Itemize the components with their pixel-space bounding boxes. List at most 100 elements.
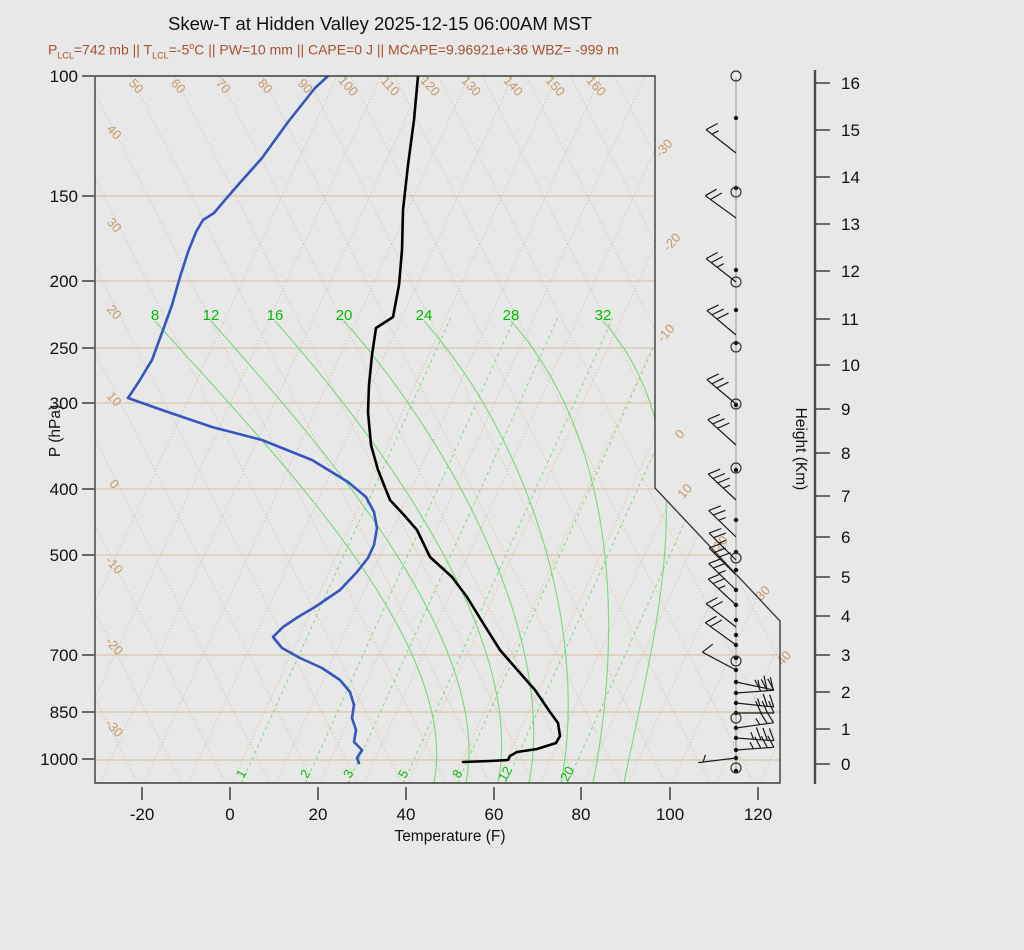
isotherm-label: 160 bbox=[584, 73, 610, 99]
subtitle-segment: P bbox=[48, 41, 58, 58]
isotherm-label: 20 bbox=[104, 302, 125, 323]
mixing-ratio-line bbox=[347, 317, 559, 783]
wind-level-circle bbox=[730, 70, 742, 82]
mixing-ratio-line bbox=[504, 317, 716, 783]
chart-subtitle: PLCL=742 mb || TLCL=-5oC || PW=10 mm || … bbox=[48, 41, 619, 60]
dry-adiabat-line bbox=[187, 76, 514, 783]
wind-level-circle bbox=[730, 186, 742, 198]
isotherm-line bbox=[95, 76, 183, 783]
mixing-ratio-label: 3 bbox=[340, 767, 357, 781]
wind-level-dot bbox=[733, 115, 739, 121]
temperature-tick-label: 40 bbox=[397, 805, 416, 824]
dry-adiabat-line bbox=[99, 76, 426, 783]
isotherm-label: 130 bbox=[459, 73, 485, 99]
isotherm-line bbox=[306, 76, 667, 783]
isotherm-label: 100 bbox=[336, 73, 362, 99]
dry-adiabat-line bbox=[583, 76, 780, 783]
wind-barb bbox=[708, 527, 737, 561]
isotherm-line bbox=[95, 76, 403, 783]
isotherm-line bbox=[95, 76, 359, 783]
wind-barb bbox=[735, 675, 774, 691]
isotherm-label: 120 bbox=[418, 73, 444, 99]
height-tick-label: 16 bbox=[841, 74, 860, 93]
background-grid bbox=[0, 76, 780, 783]
mixing-ratio-label: 20 bbox=[557, 764, 577, 784]
moist-adiabat-line bbox=[510, 320, 610, 783]
moist-adiabat-line bbox=[423, 320, 569, 783]
wind-level-dot bbox=[733, 307, 739, 313]
chart-title: Skew-T at Hidden Valley 2025-12-15 06:00… bbox=[167, 13, 592, 34]
pressure-tick-label: 850 bbox=[50, 703, 78, 722]
pressure-tick-label: 1000 bbox=[40, 750, 78, 769]
wind-barb bbox=[705, 596, 737, 628]
height-tick-label: 13 bbox=[841, 215, 860, 234]
isotherm-line bbox=[95, 76, 139, 783]
wind-barb bbox=[704, 188, 737, 219]
isotherm-line bbox=[394, 76, 755, 783]
pressure-tick-label: 500 bbox=[50, 546, 78, 565]
isotherm-label: 50 bbox=[126, 76, 147, 97]
dry-adiabat-label: -10 bbox=[654, 321, 678, 345]
height-tick-label: 9 bbox=[841, 400, 850, 419]
dry-adiabat-label: -20 bbox=[660, 230, 684, 254]
mixing-ratio-line bbox=[240, 317, 452, 783]
pressure-tick-label: 700 bbox=[50, 646, 78, 665]
moist-adiabat-line bbox=[210, 320, 470, 783]
sounding-curves bbox=[126, 76, 562, 765]
wind-level-circle bbox=[730, 552, 742, 564]
pressure-tick-label: 300 bbox=[50, 394, 78, 413]
wind-level-circle bbox=[730, 398, 742, 410]
subtitle-segment: o bbox=[189, 41, 195, 51]
mixing-ratio-label: 8 bbox=[449, 767, 466, 781]
moist-adiabat-line bbox=[343, 320, 535, 783]
wind-level-circle bbox=[730, 341, 742, 353]
pressure-tick-label: 100 bbox=[50, 67, 78, 86]
dry-adiabat-line bbox=[715, 76, 780, 783]
dry-adiabat-label: 40 bbox=[773, 648, 794, 669]
x-axis-title: Temperature (F) bbox=[394, 828, 506, 845]
dry-adiabat-label: 0 bbox=[672, 426, 688, 441]
height-tick-label: 8 bbox=[841, 444, 850, 463]
pressure-tick-label: 200 bbox=[50, 272, 78, 291]
wind-barb bbox=[707, 468, 737, 501]
isotherm-line bbox=[95, 76, 227, 783]
moist-adiabat-line bbox=[274, 320, 503, 783]
height-tick-label: 3 bbox=[841, 646, 850, 665]
wind-level-dot bbox=[733, 567, 739, 573]
temperature-tick-label: -20 bbox=[130, 805, 155, 824]
temperature-tick-label: 60 bbox=[485, 805, 504, 824]
height-tick-label: 6 bbox=[841, 528, 850, 547]
moist-adiabat-label: 20 bbox=[336, 307, 353, 324]
moist-adiabat-label: 28 bbox=[503, 307, 520, 324]
height-tick-label: 11 bbox=[841, 310, 859, 329]
subtitle-segment: LCL bbox=[152, 50, 169, 61]
isotherm-label: 80 bbox=[255, 76, 276, 97]
moist-adiabat-line bbox=[602, 320, 667, 783]
isotherm-line bbox=[95, 76, 315, 783]
subtitle-segment: C || PW=10 mm || CAPE=0 J || MCAPE=9.969… bbox=[194, 41, 619, 58]
isotherm-line bbox=[0, 76, 50, 783]
isotherm-line bbox=[482, 76, 780, 783]
height-tick-label: 12 bbox=[841, 262, 860, 281]
wind-barb bbox=[735, 693, 775, 708]
wind-barb bbox=[735, 735, 775, 751]
isotherm-label: 40 bbox=[104, 122, 125, 143]
wind-barb-column bbox=[698, 70, 775, 774]
isotherm-line bbox=[570, 76, 780, 783]
mixing-ratio-label: 2 bbox=[297, 767, 314, 781]
dry-adiabat-line bbox=[539, 76, 780, 783]
isotherm-line bbox=[95, 76, 447, 783]
dewpoint-curve bbox=[126, 76, 379, 765]
dry-adiabat-line bbox=[671, 76, 780, 783]
mixing-ratio-line bbox=[304, 317, 516, 783]
mixing-ratio-line bbox=[456, 317, 668, 783]
dry-adiabat-label: 30 bbox=[752, 583, 773, 604]
wind-level-dot bbox=[733, 402, 739, 408]
wind-barb bbox=[704, 615, 737, 646]
wind-level-circle bbox=[730, 276, 742, 288]
subtitle-segment: =742 mb || T bbox=[73, 41, 153, 58]
wind-level-dot bbox=[733, 517, 739, 523]
pressure-tick-label: 400 bbox=[50, 480, 78, 499]
mixing-ratio-label: 1 bbox=[233, 767, 250, 781]
